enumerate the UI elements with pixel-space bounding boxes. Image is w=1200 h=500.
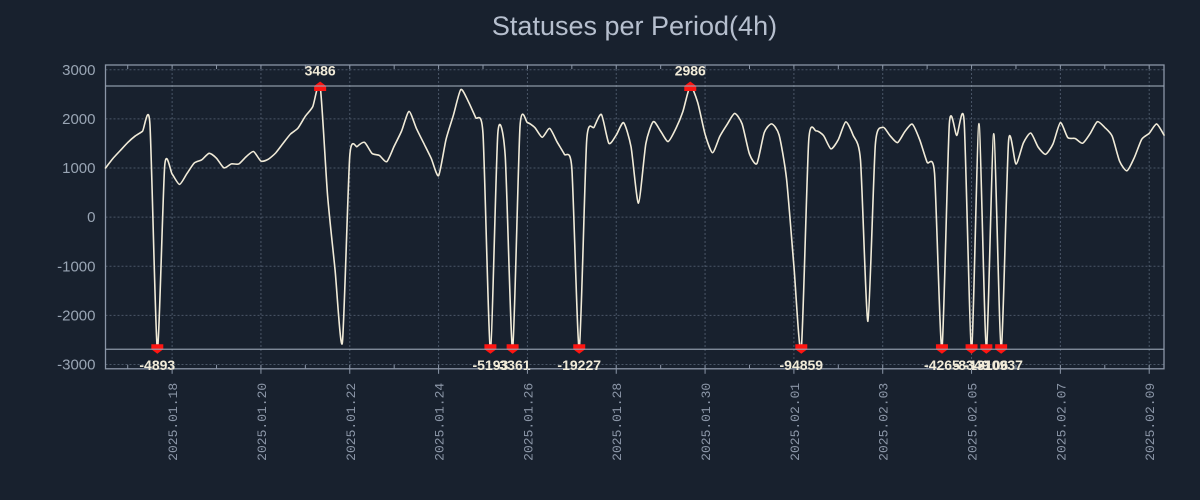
svg-text:2025.01.22: 2025.01.22	[344, 383, 359, 461]
svg-text:2025.01.18: 2025.01.18	[166, 383, 181, 461]
svg-text:2025.01.28: 2025.01.28	[610, 383, 625, 461]
svg-text:-94859: -94859	[780, 357, 824, 373]
svg-text:2025.01.30: 2025.01.30	[699, 383, 714, 461]
svg-text:2000: 2000	[62, 111, 95, 128]
svg-text:-2000: -2000	[57, 307, 95, 324]
svg-text:2025.02.03: 2025.02.03	[877, 383, 892, 461]
svg-text:-4893: -4893	[139, 357, 175, 373]
svg-text:2025.01.26: 2025.01.26	[521, 383, 536, 461]
svg-text:-10937: -10937	[979, 357, 1023, 373]
svg-text:2025.02.07: 2025.02.07	[1054, 383, 1069, 461]
svg-text:-3361: -3361	[495, 357, 531, 373]
svg-text:2025.02.05: 2025.02.05	[966, 383, 981, 461]
svg-text:3000: 3000	[62, 62, 95, 79]
svg-text:-1000: -1000	[57, 258, 95, 275]
svg-text:2025.01.20: 2025.01.20	[255, 383, 270, 461]
svg-text:-3000: -3000	[57, 357, 95, 374]
svg-text:2986: 2986	[675, 63, 706, 79]
svg-text:2025.02.01: 2025.02.01	[788, 383, 803, 461]
svg-text:0: 0	[87, 209, 95, 226]
svg-text:2025.02.09: 2025.02.09	[1143, 383, 1158, 461]
svg-text:1000: 1000	[62, 160, 95, 177]
svg-text:-19227: -19227	[557, 357, 601, 373]
svg-text:3486: 3486	[305, 63, 336, 79]
svg-text:2025.01.24: 2025.01.24	[433, 383, 448, 461]
